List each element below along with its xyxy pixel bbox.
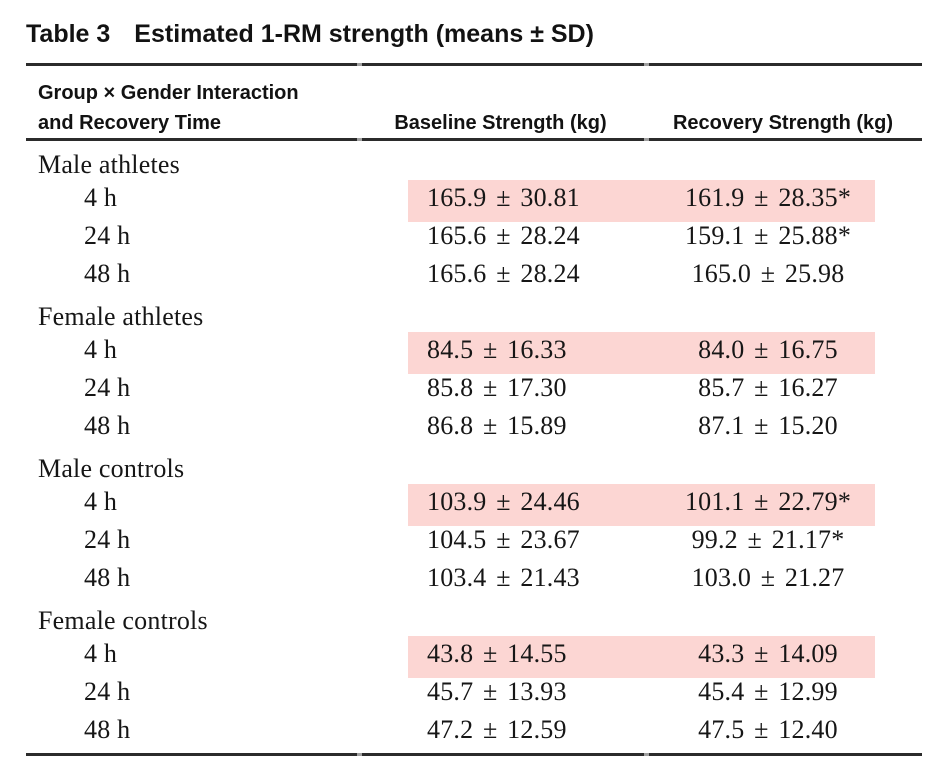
highlight-band xyxy=(408,332,875,374)
recovery-strength-value: 99.2 ± 21.17* xyxy=(691,525,845,554)
highlight-band xyxy=(408,484,875,526)
column-header-group: Group × Gender Interaction and Recovery … xyxy=(38,78,299,138)
table-body: Male athletes 4 h 165.9 ± 30.81 161.9 ± 28.… xyxy=(26,141,922,749)
baseline-strength-value: 103.9 ± 24.46 xyxy=(427,487,580,516)
baseline-strength-value: 47.2 ± 12.59 xyxy=(427,715,567,744)
recovery-strength-value: 47.5 ± 12.40 xyxy=(698,715,838,744)
recovery-strength-value: 84.0 ± 16.75 xyxy=(698,335,838,364)
section-label: Male controls xyxy=(38,454,185,483)
column-header-group-line2: and Recovery Time xyxy=(38,112,222,134)
table-row: 24 h 104.5 ± 23.67 99.2 ± 21.17* xyxy=(26,521,922,559)
baseline-strength-value: 45.7 ± 13.93 xyxy=(427,677,567,706)
baseline-strength-value: 84.5 ± 16.33 xyxy=(427,335,567,364)
rule-gap xyxy=(644,138,649,141)
baseline-strength-value: 103.4 ± 21.43 xyxy=(427,563,580,592)
section-row: Male controls xyxy=(26,445,922,483)
recovery-time-label: 24 h xyxy=(84,677,131,706)
recovery-time-label: 48 h xyxy=(84,563,131,592)
rule-gap xyxy=(644,753,649,756)
baseline-strength-value: 43.8 ± 14.55 xyxy=(427,639,567,668)
highlight-band xyxy=(408,636,875,678)
baseline-strength-value: 165.6 ± 28.24 xyxy=(427,221,580,250)
recovery-strength-value: 159.1 ± 25.88* xyxy=(684,221,852,250)
table-row: 24 h 165.6 ± 28.24 159.1 ± 25.88* xyxy=(26,217,922,255)
rule-gap xyxy=(357,753,362,756)
recovery-time-label: 48 h xyxy=(84,259,131,288)
column-header-baseline: Baseline Strength (kg) xyxy=(394,112,607,134)
rule-top xyxy=(26,63,922,66)
table-row: 4 h 103.9 ± 24.46 101.1 ± 22.79* xyxy=(26,483,922,521)
section-label: Female controls xyxy=(38,606,208,635)
rule-gap xyxy=(357,138,362,141)
column-header-recovery: Recovery Strength (kg) xyxy=(672,112,894,134)
table-row: 48 h 103.4 ± 21.43 103.0 ± 21.27 xyxy=(26,559,922,597)
baseline-strength-value: 104.5 ± 23.67 xyxy=(427,525,580,554)
recovery-strength-value: 45.4 ± 12.99 xyxy=(698,677,838,706)
table-row: 24 h 85.8 ± 17.30 85.7 ± 16.27 xyxy=(26,369,922,407)
column-header-group-line1: Group × Gender Interaction xyxy=(38,82,299,104)
table-title: Table 3 Estimated 1-RM strength (means ± … xyxy=(26,20,594,49)
baseline-strength-value: 165.6 ± 28.24 xyxy=(427,259,580,288)
table-row: 48 h 165.6 ± 28.24 165.0 ± 25.98 xyxy=(26,255,922,293)
rule-gap xyxy=(644,63,649,66)
baseline-strength-value: 86.8 ± 15.89 xyxy=(427,411,567,440)
recovery-strength-value: 85.7 ± 16.27 xyxy=(698,373,838,402)
recovery-strength-value: 161.9 ± 28.35* xyxy=(684,183,852,212)
highlight-band xyxy=(408,180,875,222)
baseline-strength-value: 85.8 ± 17.30 xyxy=(427,373,567,402)
table-row: 24 h 45.7 ± 13.93 45.4 ± 12.99 xyxy=(26,673,922,711)
table-row: 4 h 165.9 ± 30.81 161.9 ± 28.35* xyxy=(26,179,922,217)
section-row: Male athletes xyxy=(26,141,922,179)
recovery-time-label: 48 h xyxy=(84,411,131,440)
section-label: Female athletes xyxy=(38,302,204,331)
recovery-strength-value: 165.0 ± 25.98 xyxy=(691,259,845,288)
table-caption: Estimated 1-RM strength (means ± SD) xyxy=(134,20,594,48)
table-number: Table 3 xyxy=(26,20,111,48)
recovery-time-label: 48 h xyxy=(84,715,131,744)
recovery-time-label: 4 h xyxy=(84,183,118,212)
rule-header-bottom xyxy=(26,138,922,141)
table-row: 4 h 43.8 ± 14.55 43.3 ± 14.09 xyxy=(26,635,922,673)
table-row: 48 h 47.2 ± 12.59 47.5 ± 12.40 xyxy=(26,711,922,749)
recovery-strength-value: 101.1 ± 22.79* xyxy=(684,487,852,516)
table-row: 48 h 86.8 ± 15.89 87.1 ± 15.20 xyxy=(26,407,922,445)
recovery-time-label: 24 h xyxy=(84,525,131,554)
section-row: Female athletes xyxy=(26,293,922,331)
recovery-strength-value: 87.1 ± 15.20 xyxy=(698,411,838,440)
recovery-time-label: 24 h xyxy=(84,221,131,250)
table-row: 4 h 84.5 ± 16.33 84.0 ± 16.75 xyxy=(26,331,922,369)
recovery-strength-value: 103.0 ± 21.27 xyxy=(691,563,845,592)
recovery-time-label: 24 h xyxy=(84,373,131,402)
recovery-time-label: 4 h xyxy=(84,487,118,516)
recovery-strength-value: 43.3 ± 14.09 xyxy=(698,639,838,668)
baseline-strength-value: 165.9 ± 30.81 xyxy=(427,183,580,212)
section-row: Female controls xyxy=(26,597,922,635)
recovery-time-label: 4 h xyxy=(84,639,118,668)
recovery-time-label: 4 h xyxy=(84,335,118,364)
rule-gap xyxy=(357,63,362,66)
rule-bottom xyxy=(26,753,922,756)
section-label: Male athletes xyxy=(38,150,180,179)
